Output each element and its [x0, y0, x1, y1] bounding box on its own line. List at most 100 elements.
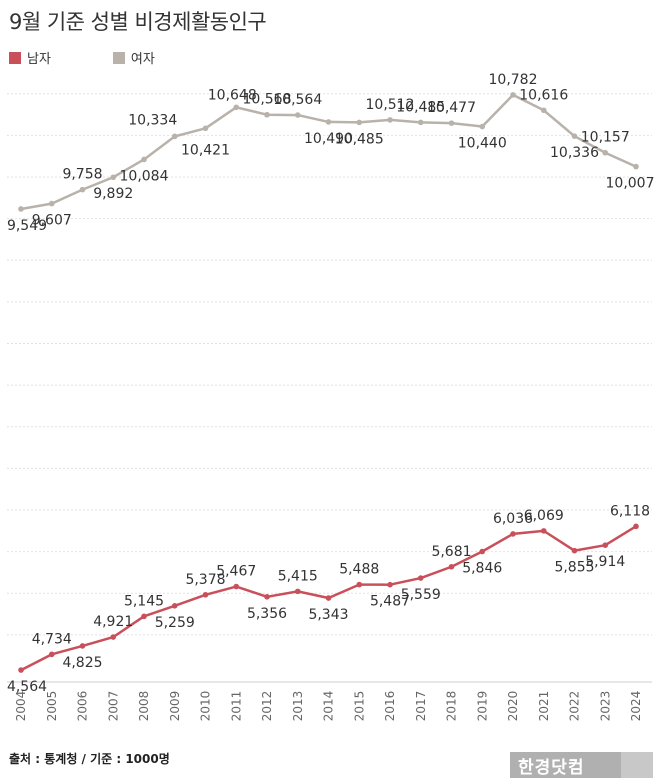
- x-tick-label: 2017: [414, 691, 428, 722]
- data-point: [356, 119, 363, 126]
- data-point: [633, 163, 639, 170]
- x-tick-label: 2012: [260, 691, 274, 722]
- data-label: 6,118: [610, 503, 650, 519]
- x-tick-label: 2023: [598, 691, 612, 722]
- data-point: [141, 156, 147, 163]
- data-label: 9,892: [93, 186, 133, 202]
- data-label: 10,490: [304, 131, 353, 147]
- data-label: 5,487: [370, 594, 410, 610]
- brand-logo-text: 한경닷컴: [518, 757, 585, 778]
- data-label: 5,467: [216, 564, 256, 580]
- data-point: [18, 667, 24, 673]
- data-point: [633, 523, 639, 530]
- data-label: 4,734: [32, 631, 72, 647]
- data-point: [356, 581, 363, 588]
- data-label: 10,007: [606, 176, 655, 192]
- legend-item-female: 여자: [112, 48, 155, 67]
- data-label: 10,485: [396, 99, 445, 115]
- data-point: [540, 528, 547, 534]
- data-label: 10,336: [550, 145, 599, 161]
- data-label: 10,157: [581, 130, 630, 146]
- data-point: [171, 133, 178, 140]
- data-point: [294, 588, 301, 595]
- x-tick-label: 2020: [506, 691, 520, 722]
- x-tick-label: 2013: [291, 691, 305, 722]
- legend-swatch-female: [112, 51, 125, 64]
- data-point: [233, 104, 240, 111]
- data-point: [110, 634, 117, 640]
- data-label: 5,914: [585, 554, 625, 570]
- x-tick-label: 2022: [568, 691, 582, 722]
- data-label: 10,564: [273, 92, 322, 108]
- data-point: [571, 547, 578, 554]
- data-label: 6,036: [493, 511, 533, 527]
- data-label: 4,564: [7, 679, 47, 695]
- x-tick-label: 2018: [445, 691, 459, 722]
- data-point: [448, 563, 455, 570]
- data-point: [79, 643, 86, 649]
- data-point: [387, 117, 393, 123]
- data-point: [325, 119, 332, 125]
- x-tick-label: 2008: [137, 691, 151, 722]
- x-tick-label: 2014: [322, 691, 336, 722]
- data-label: 10,512: [366, 97, 415, 113]
- data-label: 10,334: [128, 112, 177, 128]
- legend-item-male: 남자: [9, 48, 51, 67]
- data-label: 5,415: [278, 568, 318, 584]
- x-tick-label: 2021: [537, 691, 551, 722]
- data-point: [479, 123, 486, 130]
- data-point: [448, 120, 455, 126]
- x-tick-label: 2009: [168, 691, 182, 722]
- data-label: 10,648: [208, 87, 257, 103]
- data-label: 10,616: [519, 87, 568, 103]
- data-label: 10,568: [243, 92, 292, 108]
- data-point: [18, 206, 24, 212]
- data-label: 5,259: [155, 615, 195, 631]
- x-tick-label: 2005: [45, 691, 59, 722]
- source-note: 출처 : 통계청 / 기준 : 1000명: [9, 752, 170, 766]
- x-tick-label: 2007: [106, 691, 120, 722]
- data-point: [571, 133, 578, 139]
- data-label: 5,846: [462, 560, 502, 576]
- x-tick-label: 2019: [475, 691, 489, 722]
- data-point: [387, 581, 393, 588]
- line-chart: 2004 2005 2006 2007 2008 2009 2010 2011 2012 2013…: [7, 72, 655, 722]
- data-point: [110, 174, 117, 181]
- data-point: [479, 548, 486, 555]
- data-label: 9,549: [7, 218, 47, 234]
- data-point: [540, 107, 547, 114]
- legend-label-male: 남자: [27, 52, 51, 67]
- data-label: 4,921: [93, 614, 133, 630]
- chart-title: 9월 기준 성별 비경제활동인구: [9, 10, 267, 34]
- x-tick-label: 2004: [14, 691, 28, 722]
- data-point: [602, 149, 609, 156]
- data-label: 10,477: [427, 100, 476, 116]
- data-point: [417, 119, 424, 126]
- x-tick-label: 2015: [352, 691, 366, 722]
- data-label: 4,825: [62, 655, 102, 671]
- legend-swatch-male: [9, 51, 21, 64]
- data-point: [294, 112, 301, 118]
- data-point: [264, 594, 270, 600]
- data-label: 10,440: [458, 136, 507, 152]
- data-label: 10,485: [335, 131, 384, 147]
- data-label: 6,069: [524, 508, 564, 524]
- data-point: [79, 186, 86, 193]
- data-point: [171, 602, 178, 609]
- brand-logo: 한경닷컴: [510, 752, 653, 778]
- data-label: 5,855: [554, 560, 594, 576]
- data-label: 9,607: [32, 213, 72, 229]
- data-label: 5,559: [401, 587, 441, 603]
- data-point: [602, 542, 609, 549]
- data-label: 5,378: [185, 572, 225, 588]
- data-point: [48, 200, 55, 207]
- legend-label-female: 여자: [130, 52, 155, 67]
- data-point: [202, 591, 209, 598]
- data-label: 5,681: [431, 544, 471, 560]
- brand-logo-tail: [621, 752, 653, 778]
- data-label: 10,084: [120, 168, 169, 184]
- data-point: [510, 531, 516, 537]
- x-tick-label: 2016: [383, 691, 397, 722]
- data-point: [325, 595, 332, 601]
- data-label: 5,488: [339, 562, 379, 578]
